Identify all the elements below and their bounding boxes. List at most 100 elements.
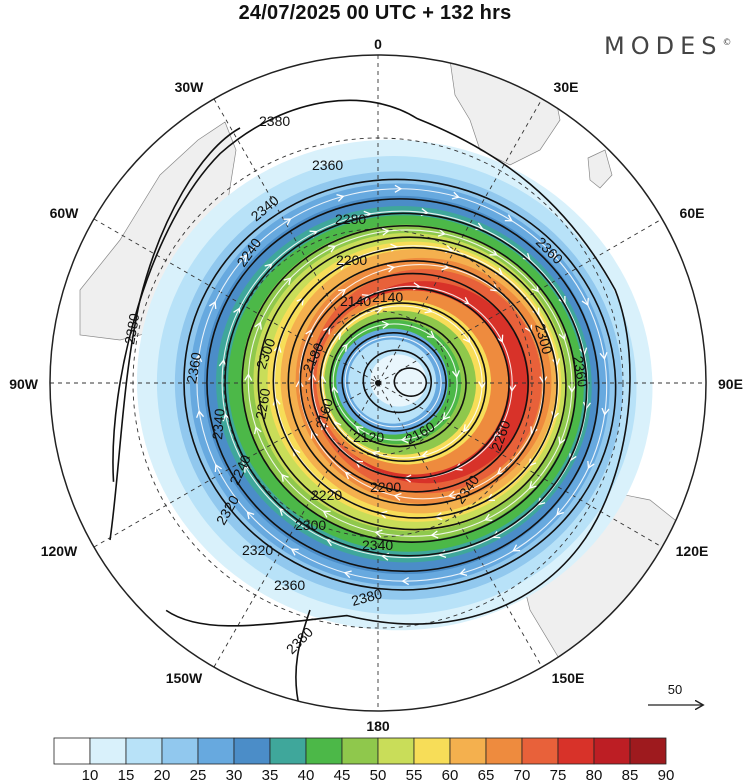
colorbar-segment [593, 737, 631, 765]
landmasses [79, 59, 706, 681]
contour-label: 2360 [274, 577, 305, 593]
streamline [247, 229, 573, 537]
streamline-arrowhead [504, 214, 513, 222]
contour-2340 [206, 198, 600, 573]
streamline-arrowhead [310, 430, 319, 439]
colorbar-segment [53, 737, 91, 765]
streamline [221, 210, 589, 559]
contour-label: 2300 [295, 517, 326, 533]
streamline-arrowhead [283, 277, 292, 286]
contour-label: 2260 [252, 387, 273, 421]
streamline-arrowhead [246, 511, 255, 520]
colorbar-segment [161, 737, 199, 765]
streamline-arrowhead [321, 422, 329, 431]
lon-label-0: 0 [374, 36, 382, 52]
streamline-arrowhead [281, 473, 289, 482]
colorbar-tick-label: 30 [226, 767, 243, 782]
streamline [321, 305, 483, 459]
contour-label: 2280 [335, 211, 366, 227]
colorbar-segment [377, 737, 415, 765]
contour-2320 [224, 212, 588, 557]
map-boundary [49, 54, 707, 712]
colorbar-tick-label: 75 [550, 767, 567, 782]
longitude-labels: 0 180 90W 90E 30W 60W 30E 60E 120W 150W … [9, 36, 743, 734]
streamline-arrowhead [381, 227, 390, 236]
contour-label: 2380 [350, 585, 384, 609]
colorbar-segment [341, 737, 379, 765]
meridian-60 [93, 218, 663, 548]
colorbar: 10 15 20 25 30 35 40 45 50 55 60 65 70 75 80 85 90 [53, 737, 675, 782]
reference-vector: 50 [648, 682, 702, 705]
colorbar-segment [557, 737, 595, 765]
streamline-arrowhead [522, 252, 531, 261]
contour-2380-bottom [295, 609, 311, 711]
streamline-arrowhead [430, 530, 439, 539]
streamline-arrowhead [512, 544, 521, 552]
streamline-arrowhead [484, 513, 493, 521]
contour-label: 2380 [259, 113, 290, 129]
colorbar-tick-label: 45 [334, 767, 351, 782]
colorbar-segment [89, 737, 127, 765]
colorbar-tick-label: 90 [658, 767, 675, 782]
streamline-arrowhead [551, 411, 560, 420]
contour-2200 [310, 287, 510, 479]
streamline-arrowhead [393, 492, 402, 501]
streamline [298, 264, 544, 500]
contour-2280 [257, 236, 567, 531]
contour-label: 2340 [209, 408, 228, 441]
streamline-arrowhead [343, 570, 352, 579]
madagascar-land [587, 149, 613, 189]
streamline-arrowhead [454, 463, 463, 471]
colorbar-segment [449, 737, 487, 765]
contour-label: 2120 [353, 429, 384, 445]
pole-marker [375, 380, 381, 386]
meridian-150 [213, 98, 543, 668]
streamline-arrowhead [451, 370, 461, 379]
wind-speed-fill [136, 139, 653, 631]
contour-2380-left [109, 127, 241, 541]
streamline-arrowhead [194, 354, 203, 363]
lon-label-90w: 90W [9, 376, 39, 392]
streamline-arrowhead [295, 379, 304, 388]
colorbar-tick-label: 50 [370, 767, 387, 782]
colorbar-tick-label: 15 [118, 767, 135, 782]
colorbar-segment [269, 737, 307, 765]
colorbar-tick-label: 70 [514, 767, 531, 782]
lon-label-90e: 90E [718, 376, 743, 392]
contour-label: 2140 [372, 289, 403, 305]
copyright-mark: © [722, 38, 732, 48]
streamline-arrowhead [244, 373, 253, 381]
streamline-arrowhead [558, 296, 566, 305]
colorbar-tick-label: 65 [478, 767, 495, 782]
streamline-arrowhead [290, 548, 299, 556]
streamline-arrowhead [463, 424, 471, 433]
streamline-arrowhead [293, 448, 301, 457]
colorbar-segment [305, 737, 343, 765]
streamline-arrowhead [426, 330, 435, 339]
streamline-arrowhead [442, 412, 451, 421]
streamline-arrowhead [196, 410, 205, 419]
streamline-arrowhead [581, 297, 589, 307]
contour-label: 2340 [362, 537, 393, 553]
lon-label-180: 180 [366, 718, 390, 734]
colorbar-tick-label: 35 [262, 767, 279, 782]
colorbar-tick-label: 40 [298, 767, 315, 782]
contour-2380-outer [112, 99, 631, 627]
streamline-arrowhead [552, 358, 561, 367]
streamline-arrowhead [568, 385, 577, 393]
streamline-arrowhead [344, 471, 353, 480]
streamline-arrowhead [283, 218, 292, 226]
contour-label: 2200 [370, 479, 401, 495]
colorbar-segment [233, 737, 271, 765]
streamline-arrowhead [601, 407, 610, 416]
streamline-arrowhead [478, 381, 487, 389]
streamline-arrowhead [569, 453, 577, 462]
streamline-arrowhead [239, 254, 248, 263]
streamline-arrowhead [272, 397, 281, 406]
contour-2180 [319, 302, 487, 463]
streamline-arrowhead [582, 401, 592, 410]
contour-2300 [241, 224, 577, 543]
streamline-arrowhead [400, 435, 409, 444]
streamline-arrowhead [308, 372, 317, 381]
streamline-arrowhead [336, 193, 345, 202]
